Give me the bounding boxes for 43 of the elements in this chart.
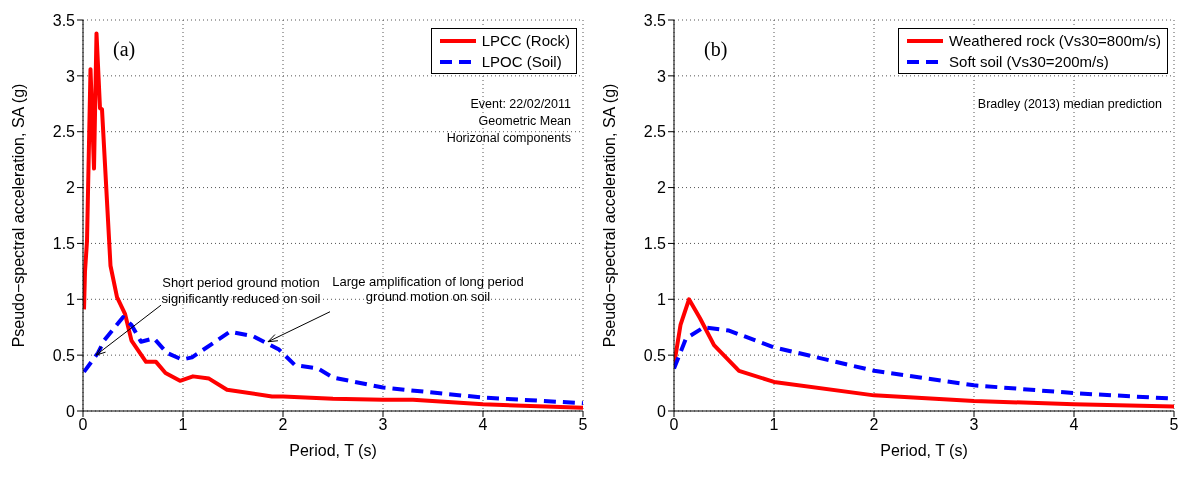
legend-label: LPOC (Soil) bbox=[481, 52, 562, 72]
x-axis-title: Period, T (s) bbox=[880, 442, 968, 459]
x-tick-label: 5 bbox=[578, 416, 588, 434]
y-tick-label: 3.5 bbox=[643, 11, 667, 29]
y-tick-label: 1.5 bbox=[52, 235, 76, 253]
x-tick-label: 1 bbox=[769, 416, 779, 434]
x-tick-label: 5 bbox=[1169, 416, 1179, 434]
x-tick-label: 4 bbox=[1069, 416, 1079, 434]
y-tick-label: 2.5 bbox=[52, 123, 76, 141]
y-tick-label: 0 bbox=[66, 402, 76, 420]
x-tick-label: 4 bbox=[478, 416, 488, 434]
line-series bbox=[83, 315, 583, 406]
x-tick-label: 2 bbox=[869, 416, 879, 434]
y-tick-label: 0.5 bbox=[52, 346, 76, 364]
y-tick-label: 3.5 bbox=[52, 11, 76, 29]
y-tick-label: 1 bbox=[66, 290, 76, 308]
legend-label: LPCC (Rock) bbox=[481, 31, 570, 51]
x-tick-label: 3 bbox=[969, 416, 979, 434]
y-tick-label: 0 bbox=[657, 402, 667, 420]
y-tick-label: 2.5 bbox=[643, 123, 667, 141]
annotation: Large amplification of long period ground motion on soil bbox=[332, 273, 524, 305]
y-tick-label: 2 bbox=[657, 179, 667, 197]
y-tick-label: 0.5 bbox=[643, 346, 667, 364]
annotation: Event: 22/02/2011 Geometric Mean Horizonal components bbox=[446, 96, 571, 147]
y-tick-label: 1 bbox=[657, 290, 667, 308]
y-tick-label: 2 bbox=[66, 179, 76, 197]
x-tick-label: 3 bbox=[378, 416, 388, 434]
annotation: (a) bbox=[113, 38, 136, 61]
y-tick-label: 3 bbox=[657, 67, 667, 85]
y-axis-title: Pseudo−spectral acceleration, SA (g) bbox=[600, 83, 618, 348]
legend-label: Soft soil (Vs30=200m/s) bbox=[949, 52, 1109, 72]
annotation: (b) bbox=[704, 38, 728, 61]
x-axis-title: Period, T (s) bbox=[289, 442, 377, 459]
x-tick-label: 2 bbox=[278, 416, 288, 434]
x-tick-label: 0 bbox=[78, 416, 88, 434]
x-tick-label: 0 bbox=[669, 416, 679, 434]
x-tick-label: 1 bbox=[178, 416, 188, 434]
y-axis-title: Pseudo−spectral acceleration, SA (g) bbox=[9, 83, 27, 348]
y-tick-label: 3 bbox=[66, 67, 76, 85]
annotation: Short period ground motion significantly reduced on soil bbox=[161, 275, 321, 306]
y-tick-label: 1.5 bbox=[643, 235, 667, 253]
annotation: Bradley (2013) median prediction bbox=[977, 96, 1162, 113]
legend-label: Weathered rock (Vs30=800m/s) bbox=[949, 31, 1161, 51]
